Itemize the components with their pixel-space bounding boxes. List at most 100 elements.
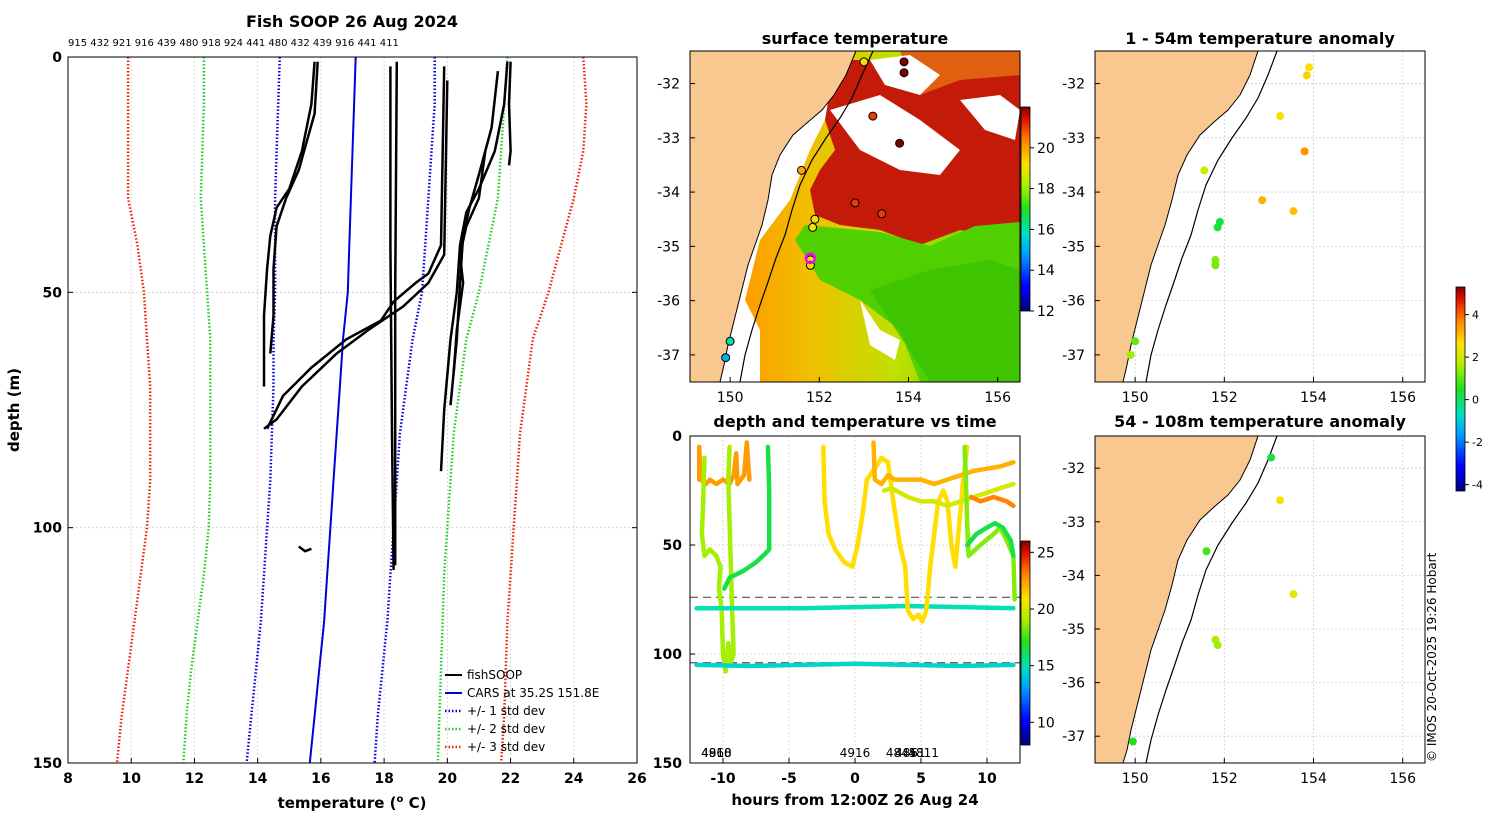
sst-colorbar — [1020, 106, 1031, 312]
map-ytick-label: -33 — [1062, 515, 1085, 531]
map-ytick-label: -33 — [1062, 131, 1085, 147]
dt-bottom-label: 4811 — [908, 746, 939, 760]
map-xtick-label: 150 — [1122, 771, 1149, 787]
profile-legend: fishSOOP CARS at 35.2S 151.8E +/- 1 std … — [445, 668, 599, 754]
map-xtick-label: 154 — [1300, 390, 1327, 406]
sst-station-marker — [721, 353, 731, 363]
depth-time-title: depth and temperature vs time — [713, 412, 996, 431]
footer-credit: © IMOS 20-Oct-2025 19:26 Hobart — [1425, 552, 1439, 762]
map-ytick-label: -34 — [1062, 185, 1085, 201]
anom-deep-land — [1095, 436, 1258, 763]
sst-station-marker — [859, 57, 869, 67]
map-xtick-label: 154 — [895, 390, 922, 406]
dt-xtick-label: 5 — [916, 771, 926, 787]
anomaly-colorbar-ticks: -4 -2 0 2 4 — [1465, 309, 1483, 492]
sst-field — [690, 51, 1020, 382]
profile-panel: Fish SOOP 26 Aug 2024 915 432 921 916 43… — [5, 12, 647, 812]
map-xtick-label: 152 — [1211, 771, 1238, 787]
profile-line — [115, 57, 152, 763]
dt-colorbar-label: 20 — [1037, 602, 1055, 618]
anomaly-point — [1289, 590, 1298, 599]
cars-location-marker — [804, 252, 817, 265]
dt-ytick-label: 50 — [663, 538, 683, 554]
sst-colorbar-label: 20 — [1037, 141, 1055, 157]
anom-deep-panel: 54 - 108m temperature anomaly 150 152 154 1… — [1062, 412, 1426, 787]
map-ytick-label: -32 — [1062, 461, 1085, 477]
sst-coastline — [719, 51, 857, 382]
anomaly-colorbar-label: -2 — [1472, 436, 1483, 449]
map-ytick-label: -33 — [657, 131, 680, 147]
profile-line — [265, 66, 446, 430]
anomaly-point — [1213, 223, 1222, 232]
dt-bottom-label: 4918 — [701, 746, 732, 760]
profile-xtick-label: 8 — [63, 771, 73, 787]
sst-station-marker — [899, 68, 909, 78]
anom-shallow-points — [1126, 63, 1314, 359]
map-ytick-label: -36 — [657, 294, 680, 310]
profile-xtick-label: 20 — [438, 771, 458, 787]
profile-line — [507, 61, 512, 166]
profile-ytick-label: 150 — [33, 756, 62, 772]
map-xtick-label: 156 — [984, 390, 1011, 406]
anom-shallow-isobath — [1145, 51, 1278, 382]
anomaly-point — [1289, 207, 1298, 216]
anom-shallow-panel: 1 - 54m temperature anomaly 150 152 154 156… — [1062, 29, 1426, 406]
profile-xlabel: temperature (o C) — [278, 794, 427, 812]
profile-line — [308, 57, 357, 763]
dt-xtick-label: 0 — [850, 771, 860, 787]
depth-time-panel: depth and temperature vs time -10 -5 0 5 100… — [653, 412, 1055, 809]
dt-ytick-label: 0 — [672, 429, 682, 445]
sst-station-marker — [810, 214, 820, 224]
sst-station-marker — [808, 222, 818, 232]
legend-1std: +/- 1 std dev — [467, 704, 545, 718]
sst-ticks: 150 152 154 156 -32 -33 -34 -35 -36 -37 — [657, 77, 1011, 406]
dt-colorbar-label: 15 — [1037, 659, 1055, 675]
profile-frame — [67, 56, 638, 764]
sst-colorbar-label: 14 — [1037, 263, 1055, 279]
depth-time-colorbar-ticks: 10 15 20 25 — [1030, 545, 1055, 731]
dt-ytick-label: 150 — [653, 756, 682, 772]
sst-station-marker — [899, 57, 909, 67]
dt-xtick-label: -5 — [781, 771, 797, 787]
sst-station-marker — [877, 209, 887, 219]
anomaly-point — [1305, 63, 1314, 72]
profile-line — [452, 150, 487, 373]
anomaly-point — [1213, 641, 1222, 650]
profile-line — [182, 57, 212, 763]
depth-time-colorbar — [1020, 540, 1031, 746]
depth-time-series — [690, 440, 1020, 674]
dt-bottom-label: 4916 — [840, 746, 871, 760]
anomaly-point — [1276, 112, 1285, 121]
anom-shallow-frame — [1094, 50, 1426, 383]
sst-colorbar-label: 12 — [1037, 304, 1055, 320]
profile-xtick-label: 14 — [248, 771, 268, 787]
anomaly-point — [1131, 337, 1140, 346]
anom-deep-ticks: 150 152 154 156 -32 -33 -34 -35 -36 -37 — [1062, 461, 1416, 787]
dt-track — [871, 440, 1016, 487]
sst-station-marker — [850, 198, 860, 208]
anomaly-colorbar-label: 4 — [1472, 309, 1479, 322]
profile-line — [499, 57, 588, 763]
anom-deep-points — [1128, 453, 1298, 746]
map-xtick-label: 156 — [1389, 771, 1416, 787]
dt-track — [696, 440, 752, 487]
map-xtick-label: 156 — [1389, 390, 1416, 406]
profile-xtick-label: 10 — [121, 771, 141, 787]
dt-track — [821, 444, 970, 624]
dt-track — [722, 444, 772, 591]
map-ytick-label: -36 — [1062, 294, 1085, 310]
legend-3std: +/- 3 std dev — [467, 740, 545, 754]
dt-xtick-label: 10 — [977, 771, 997, 787]
sst-markers — [721, 57, 909, 363]
anomaly-point — [1302, 71, 1311, 80]
map-ytick-label: -35 — [1062, 239, 1085, 255]
map-ytick-label: -37 — [657, 348, 680, 364]
anom-deep-title: 54 - 108m temperature anomaly — [1114, 412, 1406, 431]
sst-station-marker — [868, 111, 878, 121]
sst-station-marker — [796, 165, 806, 175]
sst-station-marker — [725, 336, 735, 346]
anomaly-point — [1202, 547, 1211, 556]
sst-land — [690, 51, 856, 382]
